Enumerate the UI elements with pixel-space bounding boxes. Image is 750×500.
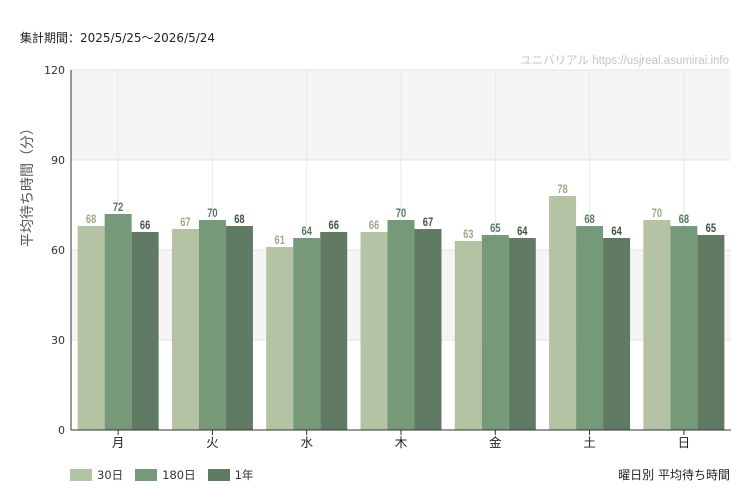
data-label: 64 xyxy=(517,225,527,238)
bar[interactable] xyxy=(104,214,132,430)
y-tick-label: 0 xyxy=(58,424,65,437)
x-tick-label: 金 xyxy=(489,435,502,450)
chart-caption: 曜日別 平均待ち時間 xyxy=(618,468,730,482)
data-label: 67 xyxy=(423,216,433,229)
bar[interactable] xyxy=(360,232,388,430)
bar[interactable] xyxy=(549,196,577,430)
chart-legend: 30日 180日 1年 xyxy=(70,467,253,483)
legend-label-1y: 1年 xyxy=(234,468,254,482)
data-label: 68 xyxy=(679,213,689,226)
x-tick-label: 日 xyxy=(678,435,691,450)
data-label: 68 xyxy=(584,213,594,226)
data-label: 68 xyxy=(234,213,244,226)
bar[interactable] xyxy=(454,241,482,430)
y-tick-label: 60 xyxy=(51,244,65,257)
bar[interactable] xyxy=(643,220,671,430)
bar[interactable] xyxy=(414,229,442,430)
data-label: 72 xyxy=(113,201,123,214)
bar[interactable] xyxy=(198,220,226,430)
legend-swatch-1y xyxy=(207,469,230,481)
data-label: 64 xyxy=(302,225,312,238)
legend-label-30d: 30日 xyxy=(97,468,124,482)
y-axis-label: 平均待ち時間（分） xyxy=(20,121,36,247)
bar[interactable] xyxy=(131,232,159,430)
bar[interactable] xyxy=(481,235,509,430)
y-tick-label: 90 xyxy=(51,154,65,167)
x-tick-label: 火 xyxy=(206,435,219,450)
bar[interactable] xyxy=(293,238,321,430)
bar[interactable] xyxy=(320,232,348,430)
chart-credit: ユニバリアル https://usjreal.asumirai.info xyxy=(520,54,729,67)
bar[interactable] xyxy=(576,226,604,430)
bar[interactable] xyxy=(266,247,294,430)
data-label: 66 xyxy=(329,219,339,232)
data-label: 65 xyxy=(490,222,500,235)
data-label: 78 xyxy=(557,183,567,196)
y-tick-label: 120 xyxy=(44,64,65,77)
data-label: 61 xyxy=(275,234,285,247)
legend-item-180d[interactable]: 180日 xyxy=(135,467,196,483)
data-label: 70 xyxy=(207,207,217,220)
bar[interactable] xyxy=(603,238,631,430)
bar[interactable] xyxy=(171,229,199,430)
data-label: 65 xyxy=(706,222,716,235)
legend-item-1y[interactable]: 1年 xyxy=(207,467,254,483)
data-label: 66 xyxy=(369,219,379,232)
x-tick-label: 水 xyxy=(300,435,313,450)
bar[interactable] xyxy=(697,235,725,430)
x-tick-label: 月 xyxy=(112,435,125,450)
period-label: 集計期間：2025/5/25〜2026/5/24 xyxy=(20,31,216,45)
data-label: 70 xyxy=(652,207,662,220)
y-tick-label: 30 xyxy=(51,334,65,347)
bar[interactable] xyxy=(225,226,253,430)
x-tick-label: 木 xyxy=(395,435,408,450)
bar[interactable] xyxy=(670,226,698,430)
bar[interactable] xyxy=(387,220,415,430)
legend-swatch-180d xyxy=(135,469,158,481)
data-label: 68 xyxy=(86,213,96,226)
data-label: 70 xyxy=(396,207,406,220)
bar[interactable] xyxy=(508,238,536,430)
legend-item-30d[interactable]: 30日 xyxy=(70,467,123,483)
legend-label-180d: 180日 xyxy=(162,468,196,482)
x-tick-label: 土 xyxy=(583,435,596,450)
bar[interactable] xyxy=(77,226,105,430)
legend-swatch-30d xyxy=(70,469,92,481)
data-label: 64 xyxy=(611,225,621,238)
data-label: 66 xyxy=(140,219,150,232)
data-label: 67 xyxy=(180,216,190,229)
data-label: 63 xyxy=(463,228,473,241)
